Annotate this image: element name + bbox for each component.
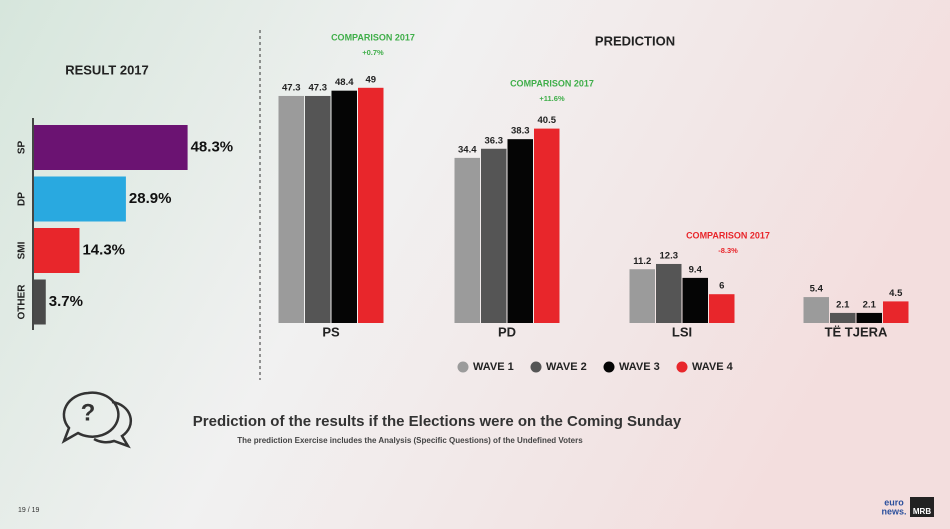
annotation: COMPARISON 2017 [331,32,415,42]
value-label: 48.3% [191,138,234,155]
value-label: 3.7% [49,293,83,310]
chart-title: RESULT 2017 [65,62,149,77]
legend-swatch [603,361,615,373]
value-label: 48.4 [335,77,354,88]
value-label: 5.4 [810,284,824,295]
page-number: 19 / 19 [18,507,40,514]
category-label: LSI [672,324,692,339]
value-label: 11.2 [633,256,651,267]
logo: euro [884,497,904,507]
category-label: SP [17,141,28,155]
annotation-change: -8.3% [718,246,738,255]
bar [803,297,829,323]
bar [830,312,856,323]
value-label: 9.4 [689,264,703,275]
category-label: TË TJERA [825,324,888,339]
category-label: OTHER [17,284,28,320]
category-label: SMI [17,241,28,259]
value-label: 6 [719,281,724,292]
bar [454,157,480,323]
value-label: 49 [365,74,376,85]
bar [34,228,80,273]
caption-subtitle: The prediction Exercise includes the Ana… [237,436,583,445]
annotation: COMPARISON 2017 [510,78,594,88]
value-label: 47.3 [309,82,328,93]
category-label: DP [17,192,28,206]
value-label: 47.3 [282,82,301,93]
chart-title: PREDICTION [595,33,675,48]
brand: MRB [913,507,931,516]
bar [331,90,357,324]
bar [856,312,882,323]
bar [629,269,655,323]
bar [481,148,507,323]
bar [682,277,708,323]
bar [656,263,682,323]
value-label: 2.1 [836,299,850,310]
value-label: 38.3 [511,126,530,137]
legend-label: WAVE 1 [473,361,514,373]
value-label: 2.1 [863,299,877,310]
brand-box [910,497,934,517]
annotation-change: +11.6% [539,94,565,103]
bar [305,95,331,324]
legend-label: WAVE 4 [692,361,734,373]
bar [34,125,188,170]
annotation: COMPARISON 2017 [686,230,770,240]
legend-swatch [457,361,469,373]
legend-label: WAVE 3 [619,361,660,373]
bar [34,279,46,325]
bar [883,301,909,323]
legend-swatch [530,361,542,373]
value-label: 4.5 [889,288,903,299]
bar [709,294,735,323]
legend-label: WAVE 2 [546,361,587,373]
legend-swatch [676,361,688,373]
value-label: 12.3 [660,250,679,261]
bar [358,87,384,323]
caption-title: Prediction of the results if the Electio… [193,413,682,430]
bar [534,128,560,323]
value-label: 34.4 [458,144,477,155]
value-label: 40.5 [538,115,557,126]
svg-text:?: ? [81,399,96,426]
bar [507,139,533,323]
value-label: 36.3 [485,135,504,146]
category-label: PS [322,324,340,339]
annotation-change: +0.7% [362,48,384,57]
value-label: 28.9% [129,190,172,207]
category-label: PD [498,324,516,339]
logo: news. [881,506,906,516]
question-icon: ? [61,391,132,449]
bar [34,176,126,222]
value-label: 14.3% [82,241,125,258]
bar [278,95,304,324]
